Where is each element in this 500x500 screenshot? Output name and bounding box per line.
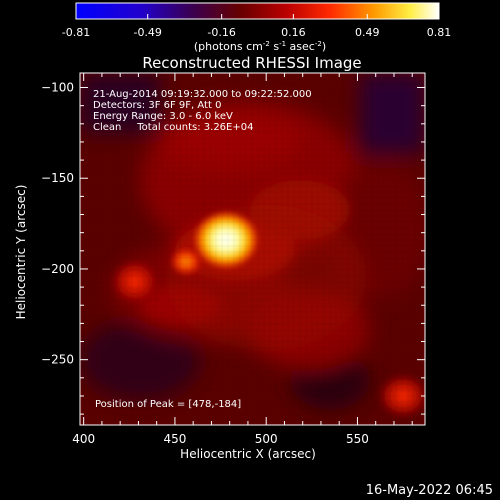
peak-position-label: Position of Peak = [478,-184] bbox=[95, 399, 241, 410]
colorbar-gradient bbox=[75, 2, 440, 20]
colorbar-tick-label: -0.49 bbox=[133, 26, 161, 39]
colorbar-tick-label: -0.16 bbox=[207, 26, 235, 39]
y-tick-label: −250 bbox=[41, 353, 74, 367]
y-axis-label: Heliocentric Y (arcsec) bbox=[14, 185, 28, 320]
x-tick-label: 400 bbox=[72, 432, 95, 446]
annotation-energy-range: Energy Range: 3.0 - 6.0 keV bbox=[93, 111, 233, 122]
colorbar-tick-label: 0.49 bbox=[355, 26, 380, 39]
colorbar-tick-label: 0.81 bbox=[427, 26, 452, 39]
colorbar-ticks bbox=[75, 14, 440, 19]
footer-timestamp: 16-May-2022 06:45 bbox=[366, 483, 493, 498]
colorbar: -0.81 -0.49 -0.16 0.16 0.49 0.81 (photons cm-… bbox=[62, 2, 451, 53]
colorbar-unit-label: (photons cm-2 s-1 asec-2) bbox=[194, 40, 326, 53]
y-tick-label: −150 bbox=[41, 171, 74, 185]
x-tick-label: 500 bbox=[255, 432, 278, 446]
x-tick-label: 550 bbox=[346, 432, 369, 446]
plot-frame bbox=[79, 72, 426, 426]
x-tick-label: 450 bbox=[163, 432, 186, 446]
colorbar-tick-label: -0.81 bbox=[62, 26, 90, 39]
x-axis-label: Heliocentric X (arcsec) bbox=[180, 447, 316, 461]
annotation-total-counts: Clean Total counts: 3.26E+04 bbox=[93, 122, 253, 133]
annotation-detectors: Detectors: 3F 6F 9F, Att 0 bbox=[93, 100, 221, 111]
y-tick-label: −200 bbox=[41, 262, 74, 276]
annotation-block: 21-Aug-2014 09:19:32.000 to 09:22:52.000… bbox=[93, 89, 312, 133]
colorbar-tick-labels: -0.81 -0.49 -0.16 0.16 0.49 0.81 bbox=[62, 26, 451, 39]
colorbar-tick-label: 0.16 bbox=[281, 26, 306, 39]
y-tick-label: −100 bbox=[41, 81, 74, 95]
x-tick-labels: 400 450 500 550 bbox=[72, 432, 369, 446]
y-tick-labels: −100 −150 −200 −250 bbox=[41, 81, 74, 367]
chart-title: Reconstructed RHESSI Image bbox=[142, 54, 361, 72]
annotation-time-range: 21-Aug-2014 09:19:32.000 to 09:22:52.000 bbox=[93, 89, 312, 100]
heatmap-image bbox=[80, 73, 425, 425]
axis-ticks bbox=[80, 73, 425, 425]
